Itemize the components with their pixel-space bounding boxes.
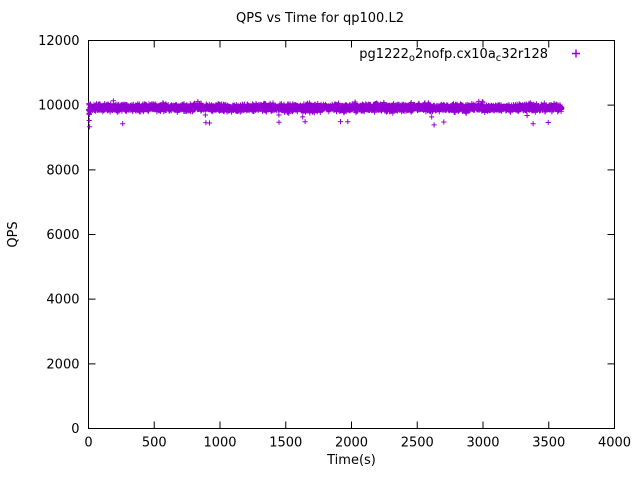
x-tick-label: 500 (142, 436, 167, 451)
scatter-points-series (85, 98, 565, 130)
legend-marker-plus-icon (572, 49, 580, 58)
y-tick-label: 10000 (38, 99, 79, 114)
x-axis-label: Time(s) (326, 453, 376, 468)
x-tick-label: 3000 (466, 436, 499, 451)
y-tick-label: 0 (71, 422, 79, 437)
plot-border (88, 40, 615, 429)
x-tick-label: 0 (84, 436, 92, 451)
axis-ticks (88, 40, 615, 429)
x-tick-label: 2500 (401, 436, 434, 451)
x-tick-label: 1500 (269, 436, 302, 451)
y-tick-label: 12000 (38, 34, 79, 49)
x-tick-label: 2000 (335, 436, 368, 451)
y-tick-label: 6000 (46, 228, 79, 243)
y-tick-label: 8000 (46, 163, 79, 178)
y-axis-label: QPS (6, 221, 21, 247)
x-tick-label: 3500 (532, 436, 565, 451)
legend-label: pg1222o2nofp.cx10ac32r128 (359, 47, 548, 64)
y-tick-label: 2000 (46, 357, 79, 372)
x-tick-label: 4000 (598, 436, 631, 451)
y-tick-label: 4000 (46, 293, 79, 308)
chart-title: QPS vs Time for qp100.L2 (236, 11, 404, 26)
x-tick-label: 1000 (203, 436, 236, 451)
